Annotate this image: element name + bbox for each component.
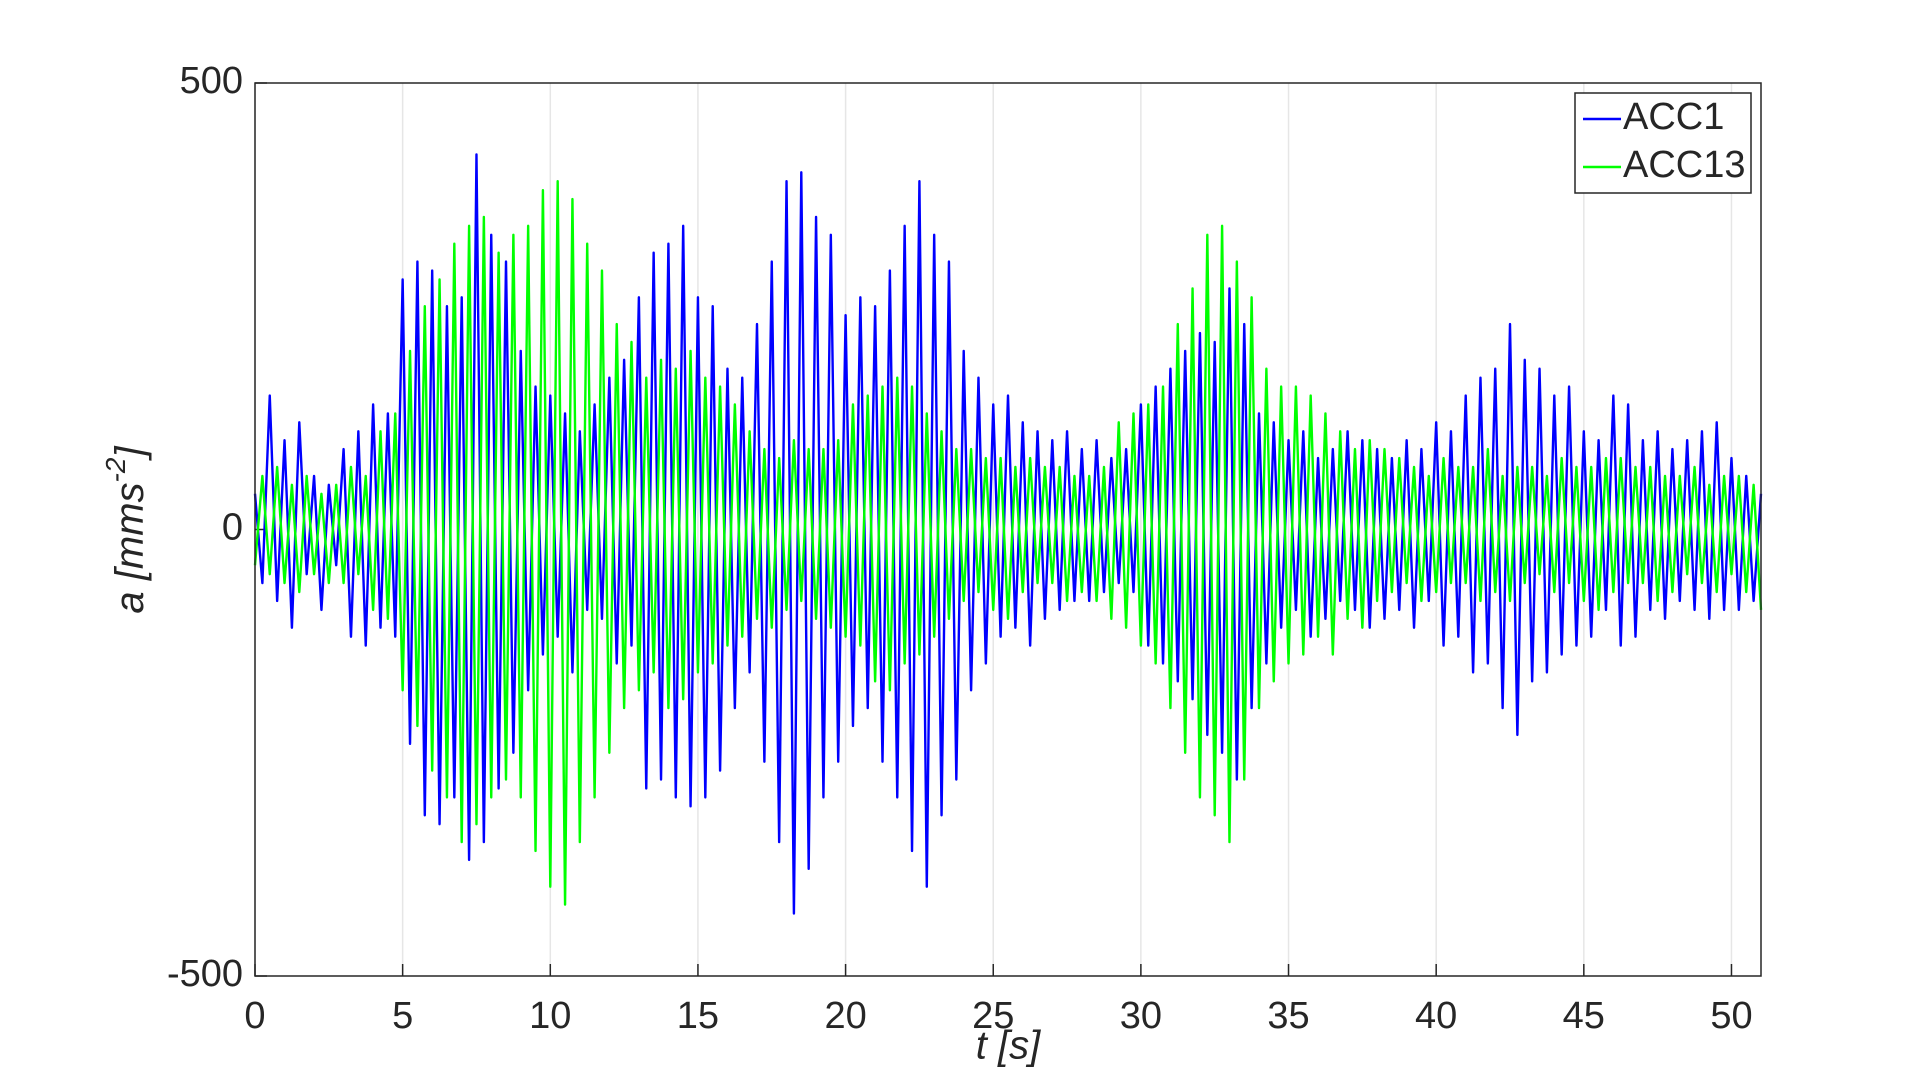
x-tick-label: 15 (677, 995, 719, 1037)
y-label-superscript: -2 (100, 457, 131, 482)
x-tick-label: 40 (1415, 995, 1457, 1037)
legend-label: ACC1 (1623, 96, 1724, 138)
x-tick-label: 25 (972, 995, 1014, 1037)
y-tick-label: 0 (222, 507, 243, 549)
series-line (253, 180, 1763, 906)
y-label-end: ] (108, 446, 152, 462)
x-tick-label: 50 (1710, 995, 1752, 1037)
x-axis-label: t [s] (976, 1024, 1041, 1068)
y-tick-label: 500 (180, 60, 243, 102)
legend-box (1574, 92, 1752, 194)
x-tick-label: 45 (1563, 995, 1605, 1037)
axes-box (254, 82, 1762, 977)
x-tick-label: 20 (824, 995, 866, 1037)
y-axis-label: a [mms-2] (100, 446, 151, 614)
axes-background (255, 83, 1761, 976)
y-tick-label: -500 (167, 953, 243, 995)
legend-label: ACC13 (1623, 144, 1746, 186)
y-label-main: a [mms (108, 482, 152, 613)
x-tick-label: 0 (244, 995, 265, 1037)
series-line (253, 153, 1763, 915)
x-tick-label: 10 (529, 995, 571, 1037)
x-tick-label: 5 (392, 995, 413, 1037)
x-tick-label: 30 (1120, 995, 1162, 1037)
x-tick-label: 35 (1267, 995, 1309, 1037)
